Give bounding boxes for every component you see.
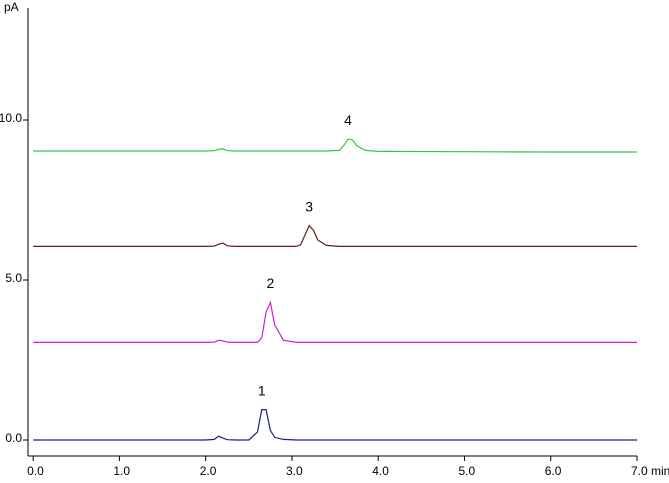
- x-tick-label: 0.0: [27, 464, 44, 478]
- x-tick-label: 6.0: [545, 464, 562, 478]
- peak-label: 4: [344, 112, 352, 128]
- y-tick-label: 10.0: [0, 111, 22, 125]
- trace: [33, 224, 637, 247]
- trace: [33, 138, 637, 153]
- x-tick-label: 2.0: [200, 464, 217, 478]
- x-tick-label: 3.0: [286, 464, 303, 478]
- x-tick-label: 5.0: [458, 464, 475, 478]
- peak-label: 3: [305, 198, 313, 214]
- trace: [33, 409, 637, 441]
- y-axis-label: pA: [4, 0, 19, 14]
- y-tick-label: 5.0: [5, 271, 22, 285]
- x-tick-label: 4.0: [372, 464, 389, 478]
- y-tick-label: 0.0: [5, 431, 22, 445]
- x-tick-label: 7.0 min: [631, 464, 669, 478]
- x-tick-label: 1.0: [113, 464, 130, 478]
- peak-label: 1: [258, 382, 266, 398]
- trace: [33, 300, 637, 343]
- peak-label: 2: [266, 275, 274, 291]
